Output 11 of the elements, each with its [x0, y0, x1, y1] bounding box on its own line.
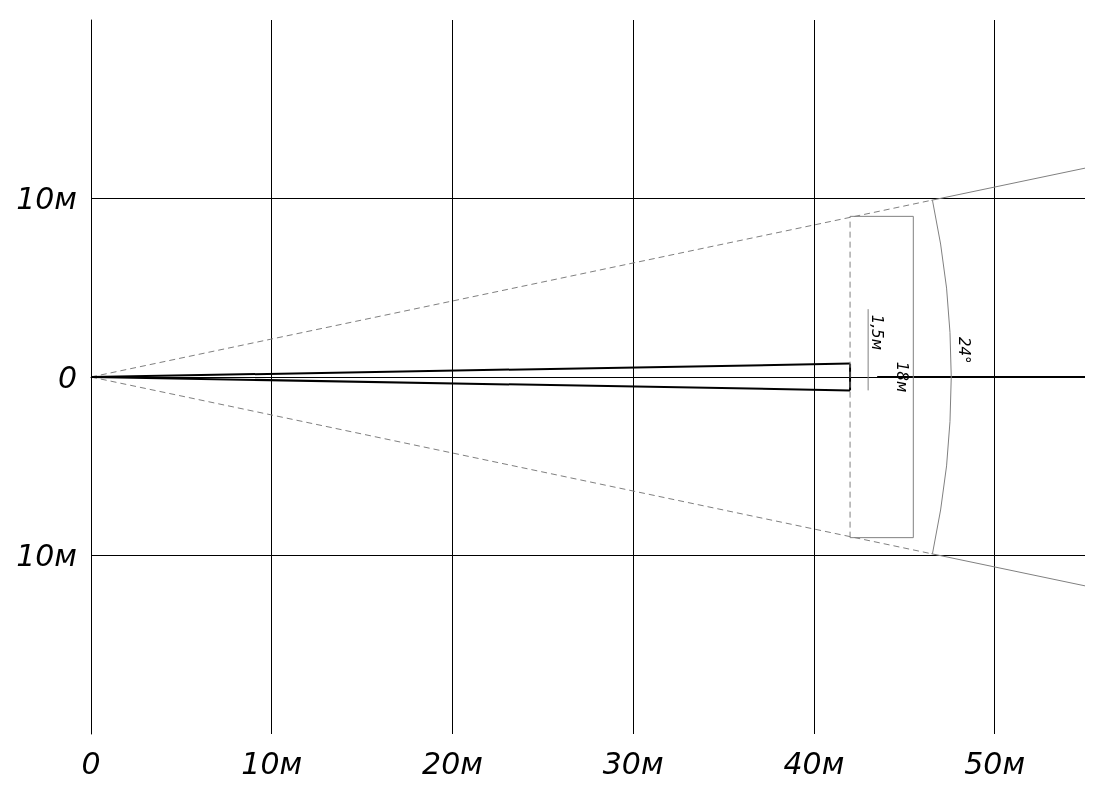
x-tick-label: 50м: [964, 745, 1026, 781]
x-tick-label: 0: [81, 745, 101, 781]
x-tick-label: 10м: [241, 745, 303, 781]
annotation: 24°: [954, 336, 973, 364]
annotation: 1,5м: [868, 314, 887, 350]
x-tick-label: 30м: [602, 745, 664, 781]
y-tick-label: 10м: [16, 538, 77, 573]
y-tick-label: 0: [57, 359, 77, 395]
x-tick-label: 20м: [422, 745, 483, 781]
x-tick-label: 40м: [783, 745, 845, 781]
y-tick-label: 10м: [16, 181, 77, 216]
